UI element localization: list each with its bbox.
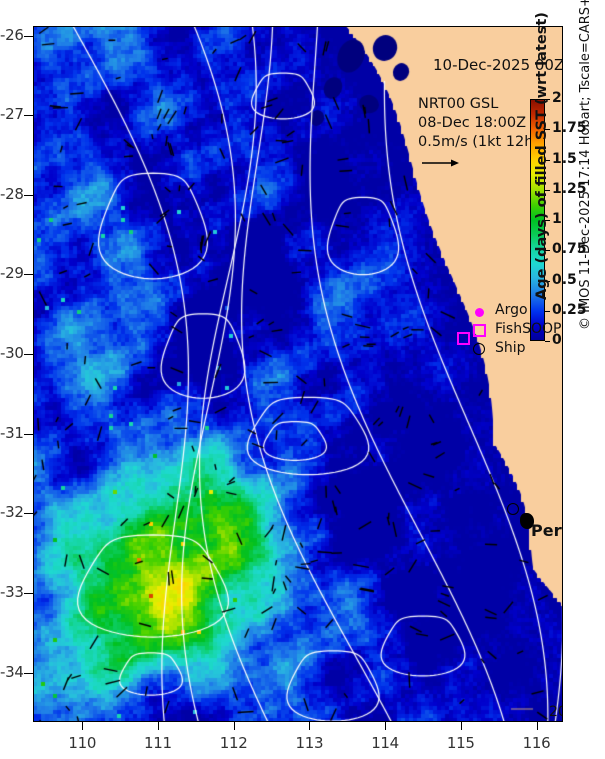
x-axis-label: 114 — [371, 734, 399, 752]
colorbar-tick — [545, 341, 550, 342]
date-stamp: 10-Dec-2025 00Z — [433, 56, 563, 74]
colorbar-tick-label: 2 — [552, 90, 562, 106]
bathymetry-label-1000m: 1000m — [547, 721, 563, 722]
colorbar-title: Age (days) of filled SST (wrt latest) — [534, 12, 550, 300]
source-line-2: 08-Dec 18:00Z — [418, 115, 527, 131]
y-axis-label: -28 — [0, 184, 24, 203]
colorbar-tick — [545, 189, 550, 191]
x-axis-tick — [82, 722, 84, 730]
colorbar-tick-label: 0.75 — [552, 241, 587, 258]
source-line-3: 0.5m/s (1kt 12h — [418, 134, 534, 150]
x-axis-label: 111 — [144, 734, 172, 752]
colorbar-tick — [545, 159, 550, 161]
y-axis-tick — [24, 194, 34, 196]
open-circle-icon — [473, 343, 485, 355]
colorbar-tick-label: 0 — [552, 332, 562, 348]
y-axis-label: -31 — [0, 423, 24, 442]
y-axis-label: -26 — [0, 25, 24, 44]
colorbar-tick-label: 1 — [552, 211, 562, 227]
y-axis-tick — [24, 513, 34, 515]
x-axis-tick — [309, 722, 311, 730]
y-axis-tick — [24, 672, 34, 674]
y-axis-tick — [24, 354, 34, 356]
y-axis-label: -29 — [0, 264, 24, 283]
y-axis-label: -30 — [0, 344, 24, 363]
colorbar-tick — [545, 99, 550, 100]
x-axis-tick — [233, 722, 235, 730]
perth-city-dot — [520, 513, 534, 529]
map-plot-area[interactable]: 10-Dec-2025 00Z NRT00 GSL 08-Dec 18:00Z … — [33, 26, 563, 722]
velocity-scale-arrow-icon — [421, 154, 461, 167]
x-axis-tick — [157, 722, 159, 730]
colorbar-tick-label: 1.25 — [552, 180, 587, 197]
colorbar-tick — [545, 280, 550, 282]
colorbar-tick — [545, 250, 550, 252]
legend-label-ship: Ship — [495, 340, 526, 356]
y-axis-label: -33 — [0, 582, 24, 601]
y-axis-tick — [24, 274, 34, 276]
y-axis-tick — [24, 433, 34, 435]
colorbar-tick — [545, 129, 550, 131]
x-axis-tick — [536, 722, 538, 730]
colorbar-tick-label: 0.25 — [552, 301, 587, 318]
colorbar-tick — [545, 310, 550, 312]
colorbar-gradient — [530, 99, 545, 341]
colorbar-tick-label: 1.5 — [552, 150, 577, 167]
map-marker-ship[interactable] — [507, 503, 519, 515]
x-axis-label: 112 — [219, 734, 248, 752]
open-square-icon — [473, 324, 486, 337]
y-axis-tick — [24, 115, 34, 117]
colorbar-tick-label: 1.75 — [552, 120, 587, 137]
legend-label-fishsoop: FishSOOP — [495, 321, 562, 337]
bathymetry-label-200m: 200m — [549, 704, 563, 720]
x-axis-tick — [460, 722, 462, 730]
y-axis-label: -27 — [0, 105, 24, 124]
y-axis-label: -32 — [0, 503, 24, 522]
y-axis-tick — [24, 592, 34, 594]
y-axis-label: -34 — [0, 662, 24, 681]
colorbar-tick-label: 0.5 — [552, 271, 577, 288]
x-axis-label: 110 — [68, 734, 97, 752]
map-marker-fishsoop[interactable] — [457, 332, 470, 345]
filled-circle-icon — [476, 309, 483, 316]
x-axis-tick — [385, 722, 387, 730]
y-axis-tick — [24, 35, 34, 37]
source-line-1: NRT00 GSL — [418, 96, 499, 112]
x-axis-label: 115 — [446, 734, 475, 752]
sst-age-heatmap — [33, 26, 563, 722]
x-axis-label: 116 — [522, 734, 551, 752]
copyright-note: © IMOS 11-Dec-2025 17:14 Hobart; Tscale=… — [578, 0, 593, 330]
legend-label-argo: Argo — [495, 302, 528, 318]
colorbar-tick — [545, 220, 550, 221]
x-axis-label: 113 — [295, 734, 324, 752]
perth-city-label: Perth — [531, 521, 563, 540]
